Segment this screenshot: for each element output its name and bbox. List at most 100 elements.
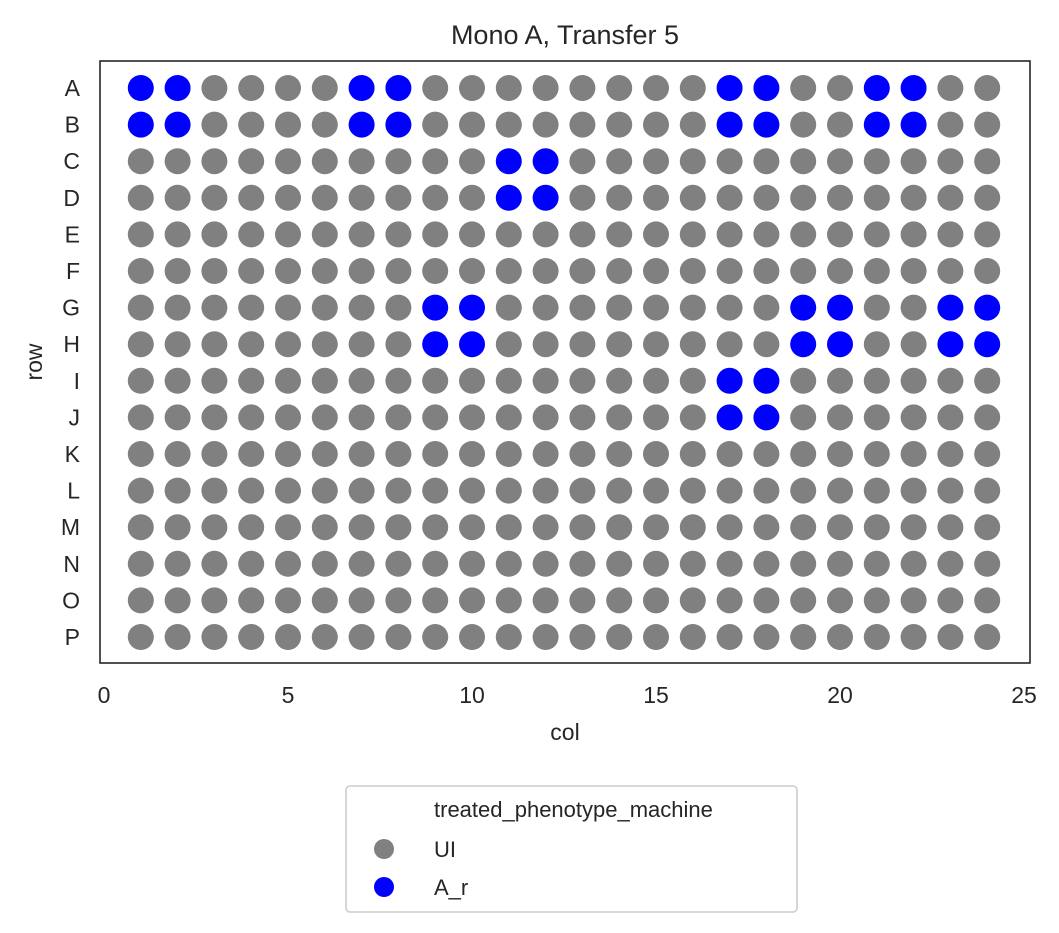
well-C15-ui <box>643 148 669 175</box>
well-J24-ui <box>974 404 1001 431</box>
well-A8-a-r <box>385 75 412 101</box>
well-N21-ui <box>863 550 890 577</box>
well-P12-ui <box>532 624 559 650</box>
well-O5-ui <box>275 587 301 614</box>
well-K13-ui <box>569 441 596 467</box>
well-A23-ui <box>937 75 964 101</box>
well-K23-ui <box>937 441 964 467</box>
well-A4-ui <box>238 75 265 101</box>
points-layer <box>127 75 1001 650</box>
well-A14-ui <box>606 75 633 101</box>
well-E18-ui <box>753 221 780 248</box>
well-O9-ui <box>422 587 449 614</box>
well-C20-ui <box>827 148 853 175</box>
well-C23-ui <box>937 148 964 175</box>
well-P3-ui <box>201 624 228 650</box>
well-G2-ui <box>164 294 191 321</box>
well-L16-ui <box>679 477 706 504</box>
well-N4-ui <box>238 550 265 577</box>
well-H13-ui <box>569 331 596 358</box>
well-K21-ui <box>863 441 890 467</box>
well-O20-ui <box>827 587 853 614</box>
well-P14-ui <box>606 624 633 650</box>
well-K20-ui <box>827 441 853 467</box>
well-I15-ui <box>643 367 669 394</box>
x-axis-label: col <box>550 719 579 745</box>
well-E21-ui <box>863 221 890 248</box>
well-M10-ui <box>459 514 485 541</box>
well-D17-ui <box>716 184 743 211</box>
well-J16-ui <box>679 404 706 431</box>
well-D24-ui <box>974 184 1001 211</box>
well-F8-ui <box>385 258 412 284</box>
well-K7-ui <box>348 441 375 467</box>
well-O19-ui <box>790 587 817 614</box>
well-E16-ui <box>679 221 706 248</box>
well-I23-ui <box>937 367 964 394</box>
x-tick-0: 0 <box>98 682 111 708</box>
well-K22-ui <box>900 441 927 467</box>
well-K9-ui <box>422 441 449 467</box>
well-G11-ui <box>495 294 522 321</box>
well-L18-ui <box>753 477 780 504</box>
well-O13-ui <box>569 587 596 614</box>
well-P8-ui <box>385 624 412 650</box>
well-I9-ui <box>422 367 449 394</box>
well-E15-ui <box>643 221 669 248</box>
well-I2-ui <box>164 367 191 394</box>
well-D2-ui <box>164 184 191 211</box>
well-B16-ui <box>679 111 706 138</box>
y-tick-J: J <box>69 404 81 430</box>
well-A16-ui <box>679 75 706 101</box>
well-H17-ui <box>716 331 743 358</box>
well-D4-ui <box>238 184 265 211</box>
y-tick-L: L <box>67 478 80 504</box>
well-C9-ui <box>422 148 449 175</box>
well-L8-ui <box>385 477 412 504</box>
well-M18-ui <box>753 514 780 541</box>
well-G7-ui <box>348 294 375 321</box>
well-N16-ui <box>679 550 706 577</box>
well-B18-a-r <box>753 111 780 138</box>
well-N5-ui <box>275 550 301 577</box>
well-P18-ui <box>753 624 780 650</box>
well-O1-ui <box>127 587 154 614</box>
well-O22-ui <box>900 587 927 614</box>
well-C4-ui <box>238 148 265 175</box>
well-F20-ui <box>827 258 853 284</box>
well-A19-ui <box>790 75 817 101</box>
well-B23-ui <box>937 111 964 138</box>
well-C22-ui <box>900 148 927 175</box>
well-C14-ui <box>606 148 633 175</box>
well-A15-ui <box>643 75 669 101</box>
well-O18-ui <box>753 587 780 614</box>
well-F13-ui <box>569 258 596 284</box>
well-K14-ui <box>606 441 633 467</box>
y-tick-N: N <box>63 551 80 577</box>
well-D21-ui <box>863 184 890 211</box>
well-H12-ui <box>532 331 559 358</box>
well-L7-ui <box>348 477 375 504</box>
well-L3-ui <box>201 477 228 504</box>
well-M2-ui <box>164 514 191 541</box>
well-A3-ui <box>201 75 228 101</box>
well-I18-a-r <box>753 367 780 394</box>
well-G15-ui <box>643 294 669 321</box>
well-F24-ui <box>974 258 1001 284</box>
well-O10-ui <box>459 587 485 614</box>
well-P11-ui <box>495 624 522 650</box>
well-J1-ui <box>127 404 154 431</box>
y-axis-label: row <box>21 343 47 380</box>
well-G18-ui <box>753 294 780 321</box>
well-J13-ui <box>569 404 596 431</box>
well-K2-ui <box>164 441 191 467</box>
well-C12-a-r <box>532 148 559 175</box>
well-F2-ui <box>164 258 191 284</box>
well-B11-ui <box>495 111 522 138</box>
well-A21-a-r <box>863 75 890 101</box>
well-F11-ui <box>495 258 522 284</box>
well-J9-ui <box>422 404 449 431</box>
well-J10-ui <box>459 404 485 431</box>
well-B17-a-r <box>716 111 743 138</box>
well-A11-ui <box>495 75 522 101</box>
